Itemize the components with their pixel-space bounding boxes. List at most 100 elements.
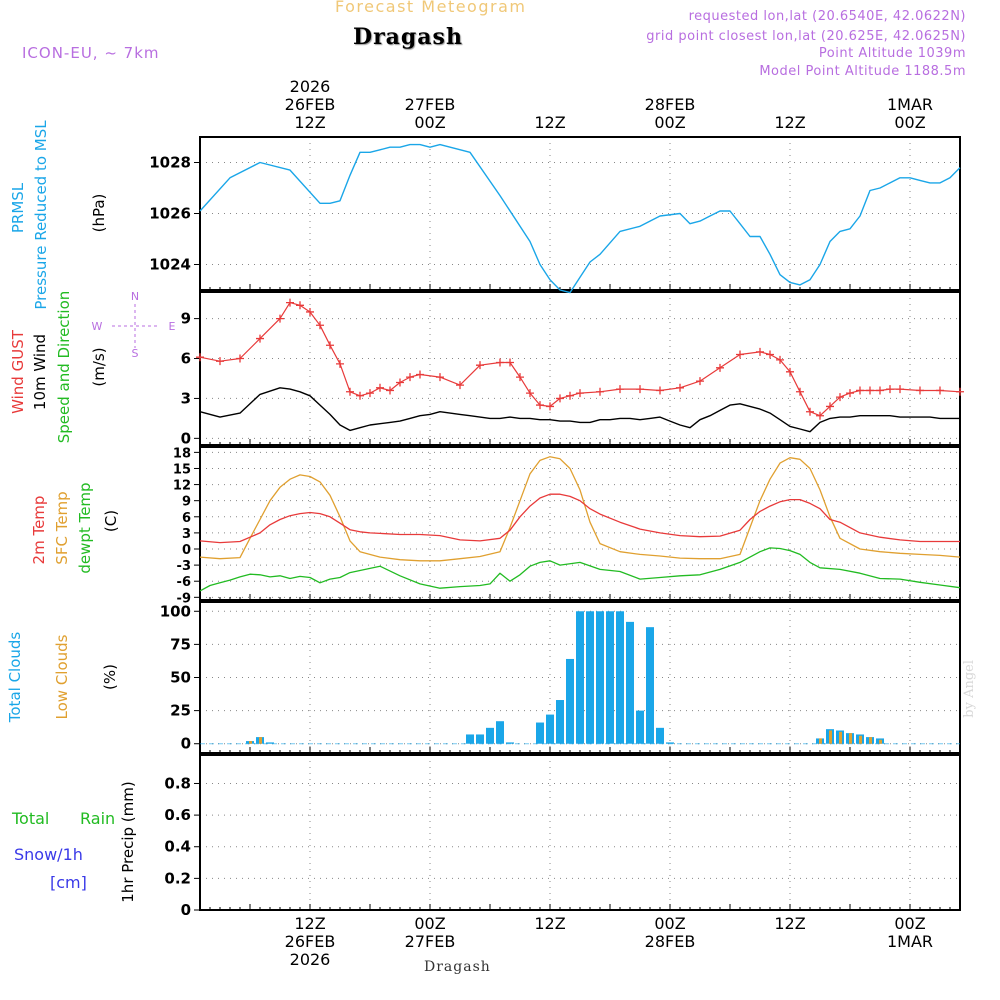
- ytick-label: 1028: [149, 154, 191, 172]
- gust-point: [856, 386, 864, 395]
- low-cloud-bar: [839, 731, 842, 744]
- model-label: ICON-EU, ~ 7km: [22, 44, 160, 62]
- ytick-label: 15: [173, 462, 191, 477]
- gust-point: [956, 387, 964, 396]
- total-cloud-bar: [466, 734, 474, 744]
- gust-point: [616, 385, 624, 394]
- panel-wind: 0 3 6 9: [181, 291, 961, 447]
- top-time-label: 00Z: [894, 113, 925, 132]
- gust-point: [836, 393, 844, 402]
- gust-point: [696, 377, 704, 386]
- panel-pressure: 1024 1026 1028: [149, 136, 961, 291]
- bottom-time-label: 26FEB: [285, 932, 336, 951]
- bottom-time-label: 00Z: [654, 914, 685, 933]
- panel-frame: [199, 136, 961, 291]
- precip-snow-label: Snow/1h: [14, 845, 83, 864]
- bottom-time-label: 00Z: [894, 914, 925, 933]
- station-footer: Dragash: [424, 959, 491, 975]
- ytick-label: 75: [170, 635, 191, 653]
- gust-point: [216, 357, 224, 366]
- gust-point: [516, 373, 524, 382]
- t2m-label: 2m Temp: [30, 496, 48, 565]
- gust-point: [566, 391, 574, 400]
- top-time-label: 00Z: [654, 113, 685, 132]
- ytick-label: 6: [182, 511, 191, 526]
- wind-unit: (m/s): [90, 347, 108, 386]
- gust-point: [896, 385, 904, 394]
- total-cloud-bar: [506, 742, 514, 744]
- gust-point: [876, 386, 884, 395]
- low-cloud-bar: [259, 737, 262, 744]
- gust-point: [276, 314, 284, 323]
- top-time-label: 1MAR: [887, 95, 933, 114]
- total-cloud-bar: [476, 734, 484, 744]
- low-clouds-label: Low Clouds: [53, 634, 71, 719]
- top-time-label: 26FEB: [285, 95, 336, 114]
- gust-point: [296, 301, 304, 310]
- total-cloud-bar: [596, 611, 604, 744]
- low-cloud-bar: [879, 739, 882, 744]
- gust-point: [356, 391, 364, 400]
- gust-point: [256, 334, 264, 343]
- ytick-label: 9: [181, 310, 191, 328]
- gust-point: [846, 389, 854, 398]
- ytick-label: 3: [182, 527, 191, 542]
- ytick-label: -3: [177, 559, 191, 574]
- gridpoint-coords: grid point closest lon,lat (20.625E, 42.…: [646, 29, 966, 44]
- total-cloud-bar: [566, 658, 574, 744]
- bottom-time-label: 2026: [290, 950, 331, 969]
- bottom-time-label: 12Z: [294, 914, 325, 933]
- gust-point: [536, 401, 544, 410]
- gust-point: [826, 402, 834, 411]
- total-cloud-bar: [546, 714, 554, 744]
- bottom-time-label: 27FEB: [405, 932, 456, 951]
- total-cloud-bar: [556, 700, 564, 744]
- ytick-label: 0.8: [164, 774, 191, 792]
- gust-point: [786, 367, 794, 376]
- chart-title: Forecast Meteogram: [335, 0, 527, 16]
- gust-point: [676, 383, 684, 392]
- pressure-label-short: PRMSL: [9, 182, 27, 233]
- gust-point: [366, 389, 374, 398]
- gust-point: [316, 321, 324, 330]
- panel-frame: [199, 601, 961, 754]
- total-cloud-bar: [606, 611, 614, 744]
- gust-point: [936, 386, 944, 395]
- compass-s: S: [132, 347, 139, 360]
- total-clouds-label: Total Clouds: [6, 632, 24, 724]
- gust-point: [756, 347, 764, 356]
- gust-point: [886, 385, 894, 394]
- panel-frame: [199, 754, 961, 911]
- gust-point: [396, 378, 404, 387]
- gust-point: [916, 386, 924, 395]
- gust-point: [476, 361, 484, 370]
- gust-point: [736, 350, 744, 359]
- total-cloud-bar: [496, 721, 504, 744]
- ytick-label: 0: [181, 429, 191, 447]
- low-cloud-bar: [249, 741, 252, 744]
- total-cloud-bar: [616, 611, 624, 744]
- gust-point: [806, 407, 814, 416]
- total-cloud-bar: [666, 742, 674, 744]
- gust-point: [286, 298, 294, 307]
- top-time-label: 28FEB: [645, 95, 696, 114]
- gust-point: [796, 387, 804, 396]
- bottom-time-label: 12Z: [774, 914, 805, 933]
- model-altitude: Model Point Altitude 1188.5m: [759, 64, 966, 79]
- top-time-label: 12Z: [534, 113, 565, 132]
- gust-markers: [196, 298, 964, 420]
- top-time-label: 27FEB: [405, 95, 456, 114]
- temp-unit: (C): [102, 510, 120, 532]
- pressure-label-long: Pressure Reduced to MSL: [32, 120, 50, 310]
- top-time-label: 2026: [290, 77, 331, 96]
- gust-point: [636, 385, 644, 394]
- low-cloud-bar: [869, 737, 872, 744]
- panel-frame: [199, 291, 961, 446]
- total-cloud-bar: [626, 621, 634, 744]
- gust-point: [406, 373, 414, 382]
- ytick-label: 1026: [149, 205, 191, 223]
- top-time-label: 00Z: [414, 113, 445, 132]
- gust-point: [506, 358, 514, 367]
